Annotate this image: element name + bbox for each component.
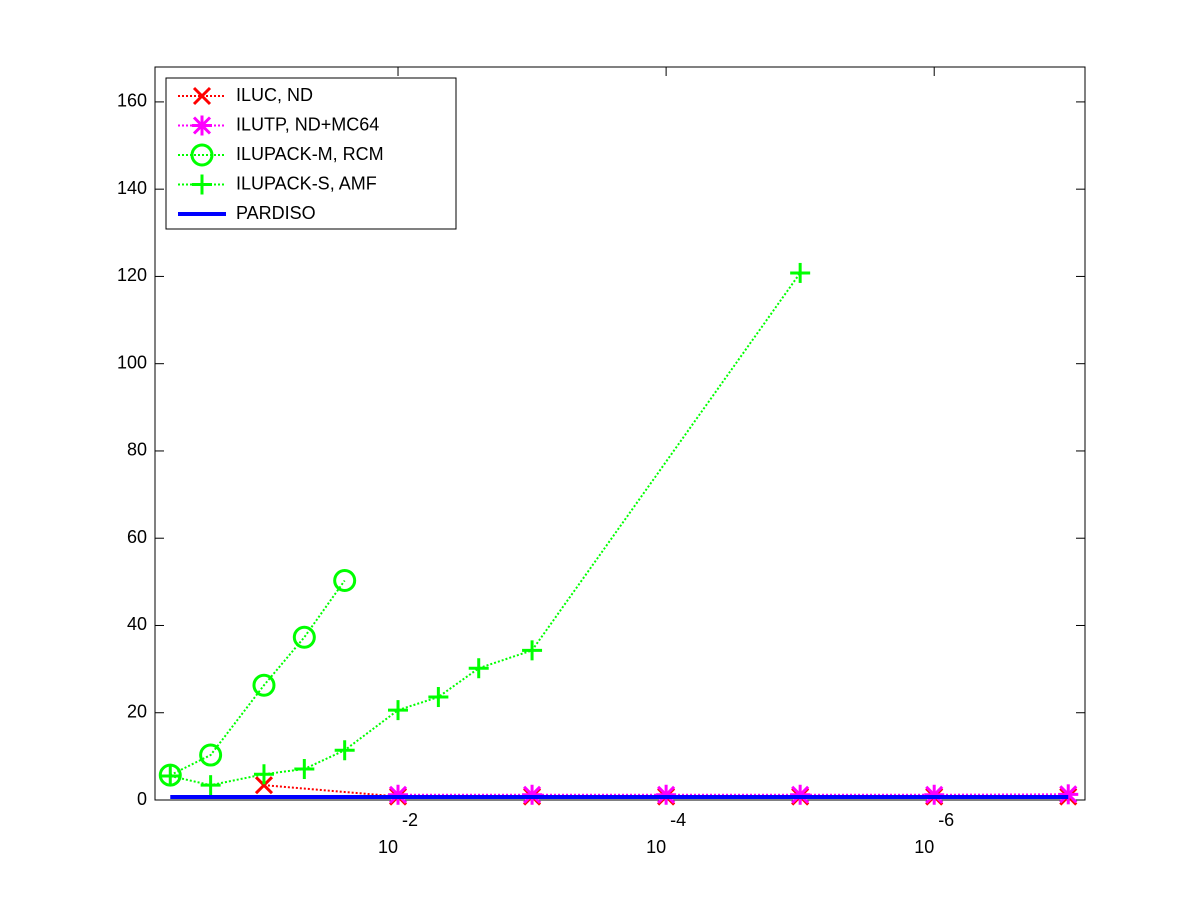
data-point <box>253 764 274 785</box>
y-tick-label: 100 <box>117 352 147 372</box>
y-tick-label: 60 <box>127 527 147 547</box>
y-tick-label: 160 <box>117 91 147 111</box>
marker-stroke <box>199 743 223 767</box>
y-tick-label: 80 <box>127 440 147 460</box>
legend-label: ILUC, ND <box>236 85 313 105</box>
data-point <box>522 640 543 661</box>
legend-marker <box>190 143 214 167</box>
marker-stroke <box>254 776 274 795</box>
legend-box <box>165 77 457 230</box>
data-point <box>294 759 315 780</box>
data-point <box>388 700 409 721</box>
legend-marker <box>192 115 212 136</box>
marker-stroke <box>190 143 214 167</box>
data-point <box>334 740 355 761</box>
x-tick-label: 10 <box>378 837 398 857</box>
legend-label: ILUTP, ND+MC64 <box>236 114 379 134</box>
y-tick-label: 140 <box>117 178 147 198</box>
data-point <box>388 784 409 805</box>
data-point <box>292 625 316 649</box>
data-point <box>790 262 811 283</box>
data-point <box>333 569 357 593</box>
x-tick-exponent: -4 <box>670 810 686 830</box>
legend-label: ILUPACK-M, RCM <box>236 144 384 164</box>
data-point <box>254 776 274 795</box>
data-point <box>252 673 276 697</box>
data-point <box>200 775 221 796</box>
x-tick-exponent: -6 <box>938 810 954 830</box>
marker-stroke <box>192 86 212 106</box>
series-line <box>170 272 801 787</box>
marker-stroke <box>292 625 316 649</box>
data-point <box>160 766 181 787</box>
marker-stroke <box>252 673 276 697</box>
data-point <box>656 784 677 805</box>
data-point <box>468 658 489 679</box>
axes-box <box>154 66 1086 801</box>
legend-marker <box>192 174 212 195</box>
legend-label: PARDISO <box>236 203 316 223</box>
y-tick-label: 20 <box>127 701 147 721</box>
marker-stroke <box>333 569 357 593</box>
data-point <box>428 687 449 708</box>
y-tick-label: 0 <box>137 789 147 809</box>
y-tick-label: 120 <box>117 265 147 285</box>
x-tick-exponent: -2 <box>402 810 418 830</box>
y-tick-label: 40 <box>127 614 147 634</box>
data-point <box>1058 784 1079 805</box>
data-point <box>790 784 811 805</box>
data-point <box>924 784 945 805</box>
legend-label: ILUPACK-S, AMF <box>236 173 377 193</box>
x-tick-label: 10 <box>914 837 934 857</box>
x-tick-label: 10 <box>646 837 666 857</box>
data-point <box>522 784 543 805</box>
series-line <box>169 579 346 777</box>
legend-marker <box>192 86 212 106</box>
data-point <box>199 743 223 767</box>
